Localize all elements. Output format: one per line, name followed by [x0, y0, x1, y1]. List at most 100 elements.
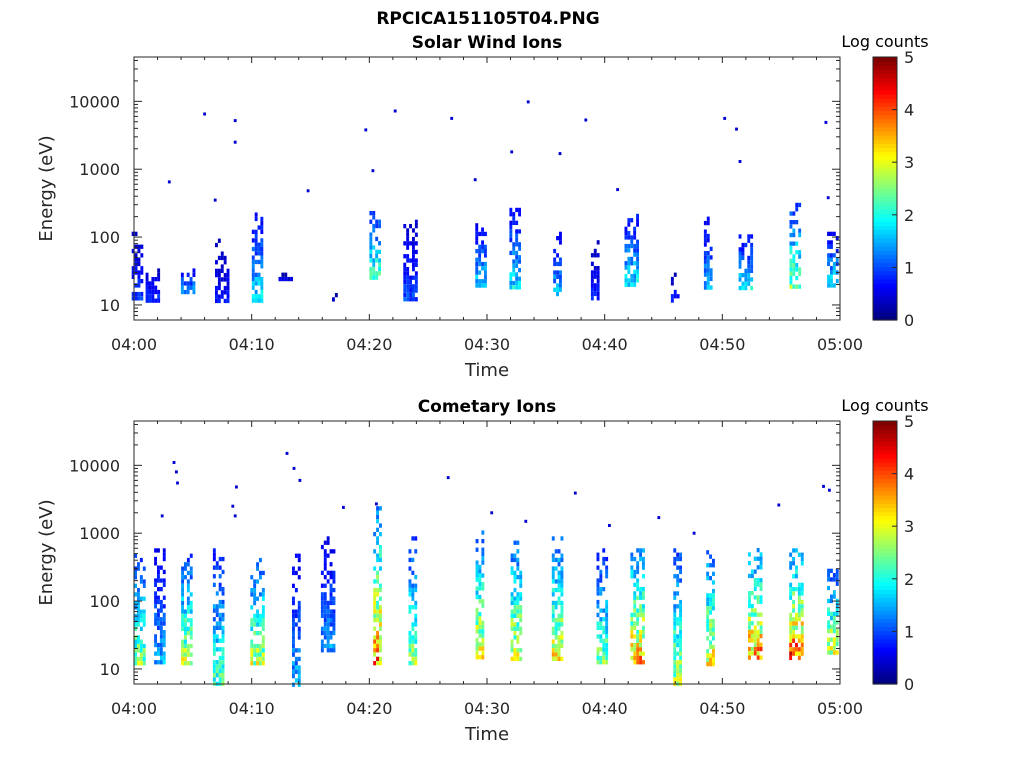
data-cell: [292, 682, 295, 687]
data-cell: [372, 275, 376, 280]
data-cell: [750, 247, 754, 252]
data-cell: [148, 294, 152, 299]
data-cell: [376, 643, 379, 649]
colorbar-band: [873, 552, 897, 558]
data-cell: [408, 605, 412, 610]
data-cell: [706, 238, 710, 243]
data-cell: [513, 605, 517, 610]
data-cell: [593, 283, 597, 288]
data-cell: [181, 596, 184, 601]
data-cell: [800, 625, 804, 630]
data-cell: [159, 599, 163, 605]
data-cell: [599, 608, 603, 613]
data-cell: [679, 642, 682, 648]
data-cell: [605, 625, 609, 630]
data-cell: [679, 634, 682, 639]
data-cell: [145, 289, 149, 295]
data-cell: [627, 248, 631, 253]
colorbar-band: [873, 548, 897, 554]
data-cell: [329, 549, 333, 554]
data-cell: [602, 625, 606, 630]
data-cell: [709, 627, 712, 632]
data-cell: [748, 621, 751, 626]
x-axis-label: Time: [464, 724, 509, 745]
data-cell: [481, 279, 484, 284]
data-cell: [759, 612, 763, 617]
data-cell: [510, 566, 514, 571]
colorbar-band: [873, 188, 897, 194]
data-cell: [835, 611, 839, 616]
data-cell: [510, 609, 514, 614]
data-cell: [186, 600, 190, 606]
data-cell: [556, 287, 559, 292]
data-cell: [221, 556, 225, 562]
data-cell: [676, 638, 680, 643]
data-cell: [142, 609, 146, 614]
data-cell: [627, 231, 631, 236]
data-cell: [369, 275, 373, 280]
data-cell: [676, 582, 680, 587]
data-cell: [215, 647, 219, 652]
data-cell: [254, 212, 258, 217]
data-cell: [744, 273, 748, 278]
data-cell: [134, 283, 138, 288]
data-cell: [596, 647, 600, 652]
data-point: [176, 481, 179, 485]
data-cell: [627, 269, 631, 274]
data-cell: [162, 651, 166, 656]
data-cell: [154, 612, 157, 618]
data-cell: [215, 591, 219, 596]
data-cell: [513, 557, 517, 563]
data-cell: [703, 272, 707, 277]
data-cell: [516, 626, 520, 631]
data-cell: [181, 652, 184, 657]
data-cell: [323, 540, 327, 545]
data-cell: [139, 643, 143, 649]
data-cell: [512, 272, 516, 277]
data-cell: [676, 621, 680, 626]
data-cell: [744, 285, 748, 291]
data-cell: [602, 647, 606, 652]
data-cell: [744, 268, 748, 273]
data-cell: [827, 253, 830, 258]
data-cell: [673, 556, 677, 562]
data-cell: [379, 587, 382, 593]
data-cell: [792, 574, 795, 579]
data-cell: [478, 594, 482, 600]
data-cell: [411, 639, 415, 644]
data-point: [203, 112, 206, 116]
colorbar-band: [873, 147, 897, 153]
data-cell: [254, 229, 258, 234]
data-cell: [215, 604, 219, 609]
data-cell: [709, 597, 712, 602]
data-cell: [254, 272, 258, 277]
data-cell: [406, 258, 410, 263]
data-cell: [259, 575, 262, 580]
data-cell: [559, 240, 562, 245]
data-cell: [184, 575, 187, 580]
data-cell: [139, 639, 143, 644]
data-cell: [154, 298, 158, 303]
data-point: [828, 488, 831, 492]
data-cell: [827, 611, 830, 616]
data-cell: [259, 618, 262, 623]
data-cell: [639, 591, 642, 596]
data-cell: [513, 609, 517, 614]
data-cell: [627, 282, 631, 287]
data-cell: [750, 268, 754, 273]
data-cell: [676, 677, 680, 682]
x-tick-label: 04:40: [582, 699, 628, 718]
data-cell: [560, 630, 564, 636]
data-cell: [676, 565, 680, 570]
data-cell: [406, 241, 410, 246]
data-cell: [411, 656, 415, 661]
data-cell: [593, 270, 597, 275]
data-cell: [373, 618, 377, 623]
data-cell: [181, 661, 184, 666]
data-cell: [221, 673, 225, 678]
data-cell: [627, 243, 631, 249]
data-cell: [596, 634, 600, 639]
panel-title: Cometary Ions: [418, 397, 557, 417]
data-cell: [630, 625, 634, 630]
data-cell: [513, 630, 517, 636]
